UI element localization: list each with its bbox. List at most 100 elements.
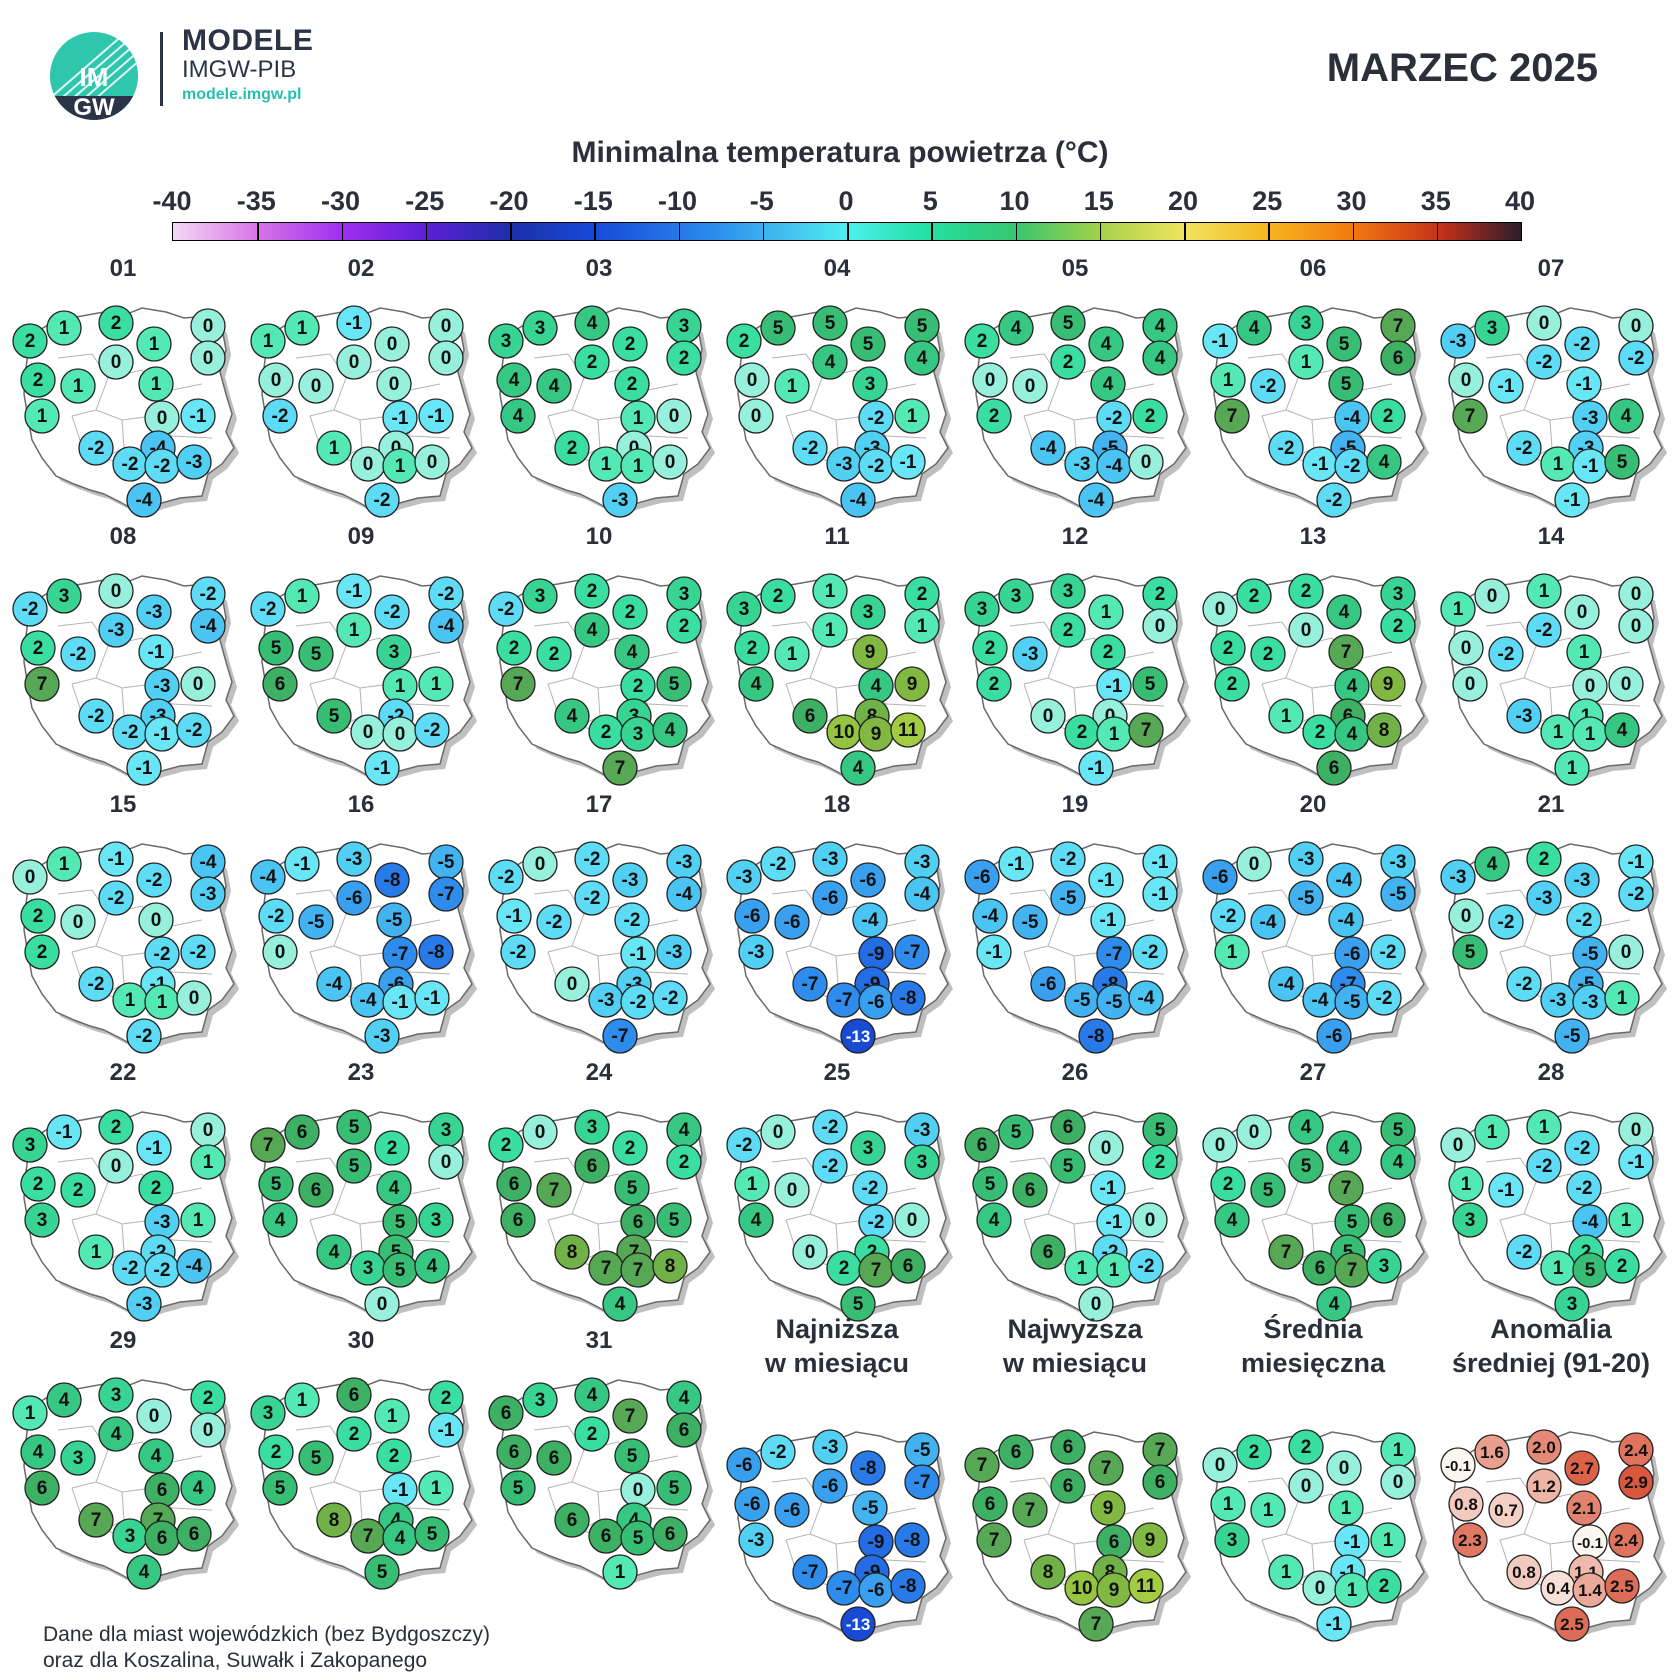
city-value: 7 [263, 1135, 274, 1156]
city-marker [666, 1412, 702, 1448]
city-value: -1 [1100, 910, 1117, 931]
city-marker [1618, 340, 1654, 376]
city-marker [602, 1018, 638, 1054]
city-marker [812, 880, 848, 916]
city-marker [666, 1144, 702, 1180]
city-value: -3 [1450, 867, 1467, 888]
logo-text-top: IM [80, 62, 109, 92]
voivodeship-border [171, 435, 213, 439]
city-marker [1030, 430, 1066, 466]
city-value: 4 [1101, 334, 1112, 355]
city-marker [1380, 608, 1416, 644]
day-label: 04 [824, 255, 851, 282]
city-marker [602, 750, 638, 786]
city-value: 9 [865, 642, 876, 663]
voivodeship-border [409, 971, 451, 975]
city-marker [1526, 305, 1562, 341]
city-marker [336, 305, 372, 341]
city-marker [522, 1382, 558, 1418]
voivodeship-border [171, 703, 213, 707]
city-value: 0 [25, 867, 36, 888]
city-value: 2 [1249, 586, 1260, 607]
city-value: 3 [1567, 1294, 1578, 1315]
city-value: 9 [1383, 674, 1394, 695]
city-value: 1 [59, 854, 70, 875]
city-value: 1 [1453, 599, 1464, 620]
city-value: 2 [33, 370, 44, 391]
city-value: 2 [679, 348, 690, 369]
city-value: 0.8 [1454, 1495, 1478, 1514]
city-value: -1 [1212, 331, 1229, 352]
voivodeship-border [171, 1507, 213, 1511]
city-value: 4 [1155, 316, 1166, 337]
colorbar-divider [594, 223, 596, 240]
city-marker [1214, 934, 1250, 970]
city-value: -2 [510, 942, 527, 963]
voivodeship-border [1123, 1239, 1165, 1243]
city-value: 2 [549, 644, 560, 665]
city-value: 1 [395, 676, 406, 697]
city-value: 4 [139, 1562, 150, 1583]
city-value: 4 [1301, 1117, 1312, 1138]
city-value: 7 [1141, 720, 1152, 741]
city-value: 0 [363, 454, 374, 475]
city-value: 6 [665, 1524, 676, 1545]
city-marker [574, 573, 610, 609]
city-marker [1236, 1434, 1272, 1470]
city-marker [418, 1470, 454, 1506]
city-marker [98, 612, 134, 648]
city-value: 6 [601, 1526, 612, 1547]
city-marker [1452, 934, 1488, 970]
city-marker [298, 368, 334, 404]
city-marker [614, 634, 650, 670]
brand-url[interactable]: modele.imgw.pl [182, 86, 302, 103]
city-marker [522, 846, 558, 882]
city-marker [1050, 841, 1086, 877]
city-value: 3 [431, 1210, 442, 1231]
colorbar-divider [341, 223, 343, 240]
city-value: -4 [326, 974, 343, 995]
city-value: -5 [862, 1498, 879, 1519]
city-value: -1 [154, 724, 171, 745]
city-value: 4 [751, 674, 762, 695]
city-value: 7 [1341, 1178, 1352, 1199]
city-value: 5 [1585, 1260, 1596, 1281]
city-value: -2 [1536, 352, 1553, 373]
city-value: -3 [200, 884, 217, 905]
city-value: 2 [1155, 1152, 1166, 1173]
city-value: -3 [374, 1026, 391, 1047]
voivodeship-border [1123, 971, 1165, 975]
city-value: 2.1 [1572, 1499, 1596, 1518]
city-value: 0 [1301, 1476, 1312, 1497]
city-value: 4 [1011, 318, 1022, 339]
city-value: 1.2 [1532, 1477, 1556, 1496]
city-value: -4 [200, 852, 217, 873]
city-marker [976, 666, 1012, 702]
city-value: 0 [805, 1242, 816, 1263]
city-marker [1202, 591, 1238, 627]
city-value: 4 [1347, 724, 1358, 745]
city-marker [1268, 698, 1304, 734]
city-value: 4 [587, 1385, 598, 1406]
city-value: 0 [1155, 616, 1166, 637]
day-label: 31 [586, 1327, 613, 1354]
city-value: -4 [1582, 1212, 1599, 1233]
city-marker [496, 630, 532, 666]
city-marker [98, 880, 134, 916]
city-marker [176, 444, 212, 480]
city-value: 7 [1281, 1242, 1292, 1263]
city-marker [500, 1470, 536, 1506]
city-marker [316, 698, 352, 734]
city-value: 0 [1315, 1578, 1326, 1599]
poland-map: -33 0 0-2-20 -1-27 -3-34-21 -1 5-1-1 [1440, 305, 1667, 518]
city-marker [12, 591, 48, 627]
city-marker [1030, 966, 1066, 1002]
city-marker [364, 482, 400, 518]
city-value: 6 [567, 1510, 578, 1531]
city-value: 1.6 [1480, 1443, 1504, 1462]
city-marker [1128, 712, 1164, 748]
city-value: -2 [862, 1178, 879, 1199]
